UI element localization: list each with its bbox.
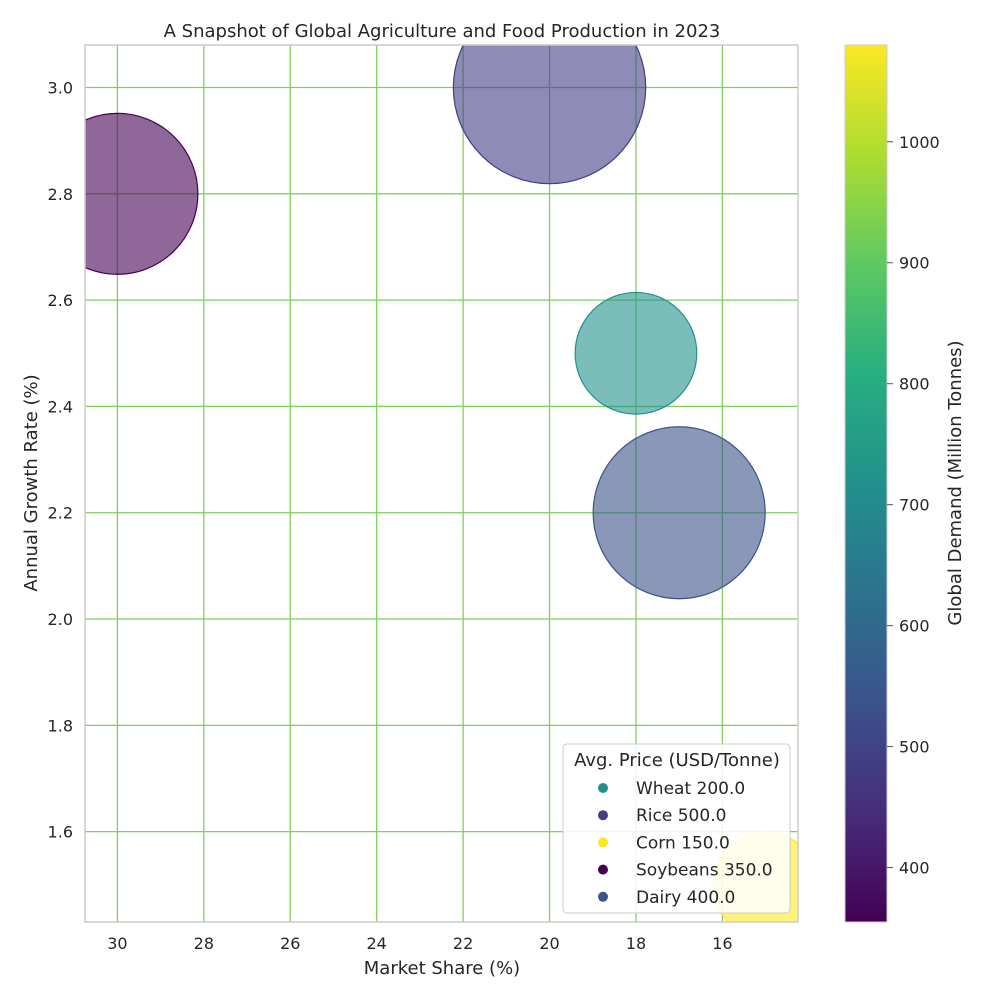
legend-marker [598, 864, 608, 875]
legend-item-label: Wheat 200.0 [636, 779, 745, 799]
chart-title: A Snapshot of Global Agriculture and Foo… [164, 21, 721, 42]
y-axis-label: Annual Growth Rate (%) [21, 374, 42, 591]
x-tick-label: 16 [712, 934, 732, 953]
x-tick-labels: 30 28 26 24 22 20 18 16 [107, 934, 732, 953]
y-tick-label: 2.6 [48, 291, 73, 310]
y-tick-label: 2.4 [48, 397, 73, 416]
colorbar-tick-label: 600 [899, 617, 930, 636]
x-tick-label: 18 [626, 934, 646, 953]
legend-marker [598, 837, 608, 848]
y-tick-label: 1.8 [48, 716, 73, 735]
legend-marker [598, 783, 608, 793]
x-tick-label: 20 [539, 934, 559, 953]
bubble-dairy [592, 426, 766, 600]
legend: Avg. Price (USD/Tonne) Wheat 200.0 Rice 5… [562, 743, 791, 914]
y-tick-label: 2.0 [48, 610, 73, 629]
colorbar-label: Global Demand (Million Tonnes) [945, 340, 966, 625]
legend-item-label: Soybeans 350.0 [636, 861, 773, 881]
legend-item-label: Rice 500.0 [636, 806, 726, 826]
y-tick-label: 2.2 [48, 504, 73, 523]
grid-lines [85, 45, 798, 922]
legend-item-label: Dairy 400.0 [636, 888, 735, 908]
y-tick-label: 2.8 [48, 185, 73, 204]
x-tick-label: 30 [107, 934, 127, 953]
colorbar-tick-label: 1000 [899, 133, 940, 152]
colorbar-tick-label: 800 [899, 375, 930, 394]
colorbar-gradient [844, 44, 888, 923]
bubble-rice [452, 45, 647, 185]
legend-marker [598, 810, 608, 821]
x-tick-label: 28 [194, 934, 214, 953]
x-axis-label: Market Share (%) [364, 958, 520, 979]
x-tick-label: 24 [367, 934, 387, 953]
legend-marker [598, 891, 608, 902]
legend-items: Wheat 200.0 Rice 500.0 Corn 150.0 Soybeans … [598, 779, 773, 908]
bubble-soybeans [85, 112, 199, 275]
y-tick-label: 1.6 [48, 823, 73, 842]
legend-title: Avg. Price (USD/Tonne) [574, 750, 780, 771]
legend-box [562, 743, 791, 914]
plot-frame [84, 44, 799, 923]
bubble-wheat [574, 291, 698, 415]
legend-item-label: Corn 150.0 [636, 833, 730, 853]
colorbar-tick-label: 700 [899, 496, 930, 515]
x-tick-label: 26 [280, 934, 300, 953]
colorbar-ticks: 400 500 600 700 800 900 1000 [887, 133, 940, 878]
x-tick-label: 22 [453, 934, 473, 953]
colorbar-tick-label: 500 [899, 738, 930, 757]
colorbar: 400 500 600 700 800 900 1000 Global Demand (Mi… [844, 44, 966, 923]
colorbar-tick-label: 900 [899, 254, 930, 273]
y-tick-labels: 1.6 1.8 2.0 2.2 2.4 2.6 2.8 3.0 [48, 79, 73, 842]
y-tick-label: 3.0 [48, 79, 73, 98]
colorbar-tick-label: 400 [899, 859, 930, 878]
